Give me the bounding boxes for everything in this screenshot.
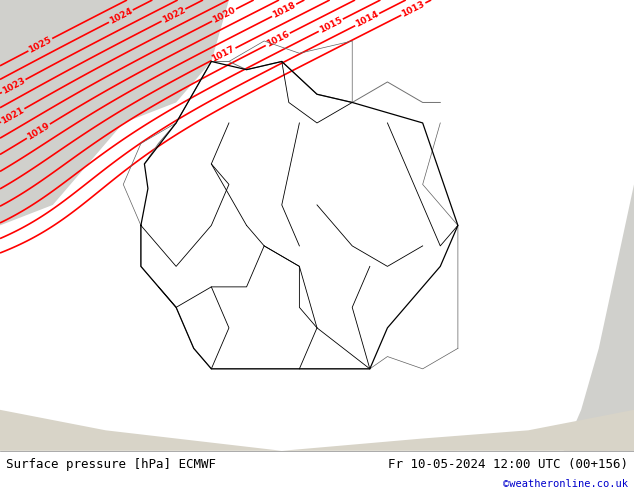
Polygon shape xyxy=(0,0,229,102)
Text: 1018: 1018 xyxy=(271,0,297,20)
Polygon shape xyxy=(0,410,634,451)
Polygon shape xyxy=(0,0,229,225)
Text: 1019: 1019 xyxy=(25,121,51,142)
Polygon shape xyxy=(564,0,634,451)
Text: 1025: 1025 xyxy=(27,35,53,54)
Text: 1020: 1020 xyxy=(211,5,237,25)
Text: 1024: 1024 xyxy=(108,6,134,26)
Text: 1023: 1023 xyxy=(1,76,27,96)
Text: 1021: 1021 xyxy=(0,105,26,125)
Text: Fr 10-05-2024 12:00 UTC (00+156): Fr 10-05-2024 12:00 UTC (00+156) xyxy=(387,458,628,471)
Text: 1022: 1022 xyxy=(160,5,186,25)
Text: 1015: 1015 xyxy=(318,16,344,35)
Text: 1013: 1013 xyxy=(400,0,427,19)
Text: Surface pressure [hPa] ECMWF: Surface pressure [hPa] ECMWF xyxy=(6,458,216,471)
Text: ©weatheronline.co.uk: ©weatheronline.co.uk xyxy=(503,479,628,489)
Text: 1014: 1014 xyxy=(354,10,380,29)
Text: 1017: 1017 xyxy=(210,45,236,64)
Text: 1016: 1016 xyxy=(264,30,291,49)
